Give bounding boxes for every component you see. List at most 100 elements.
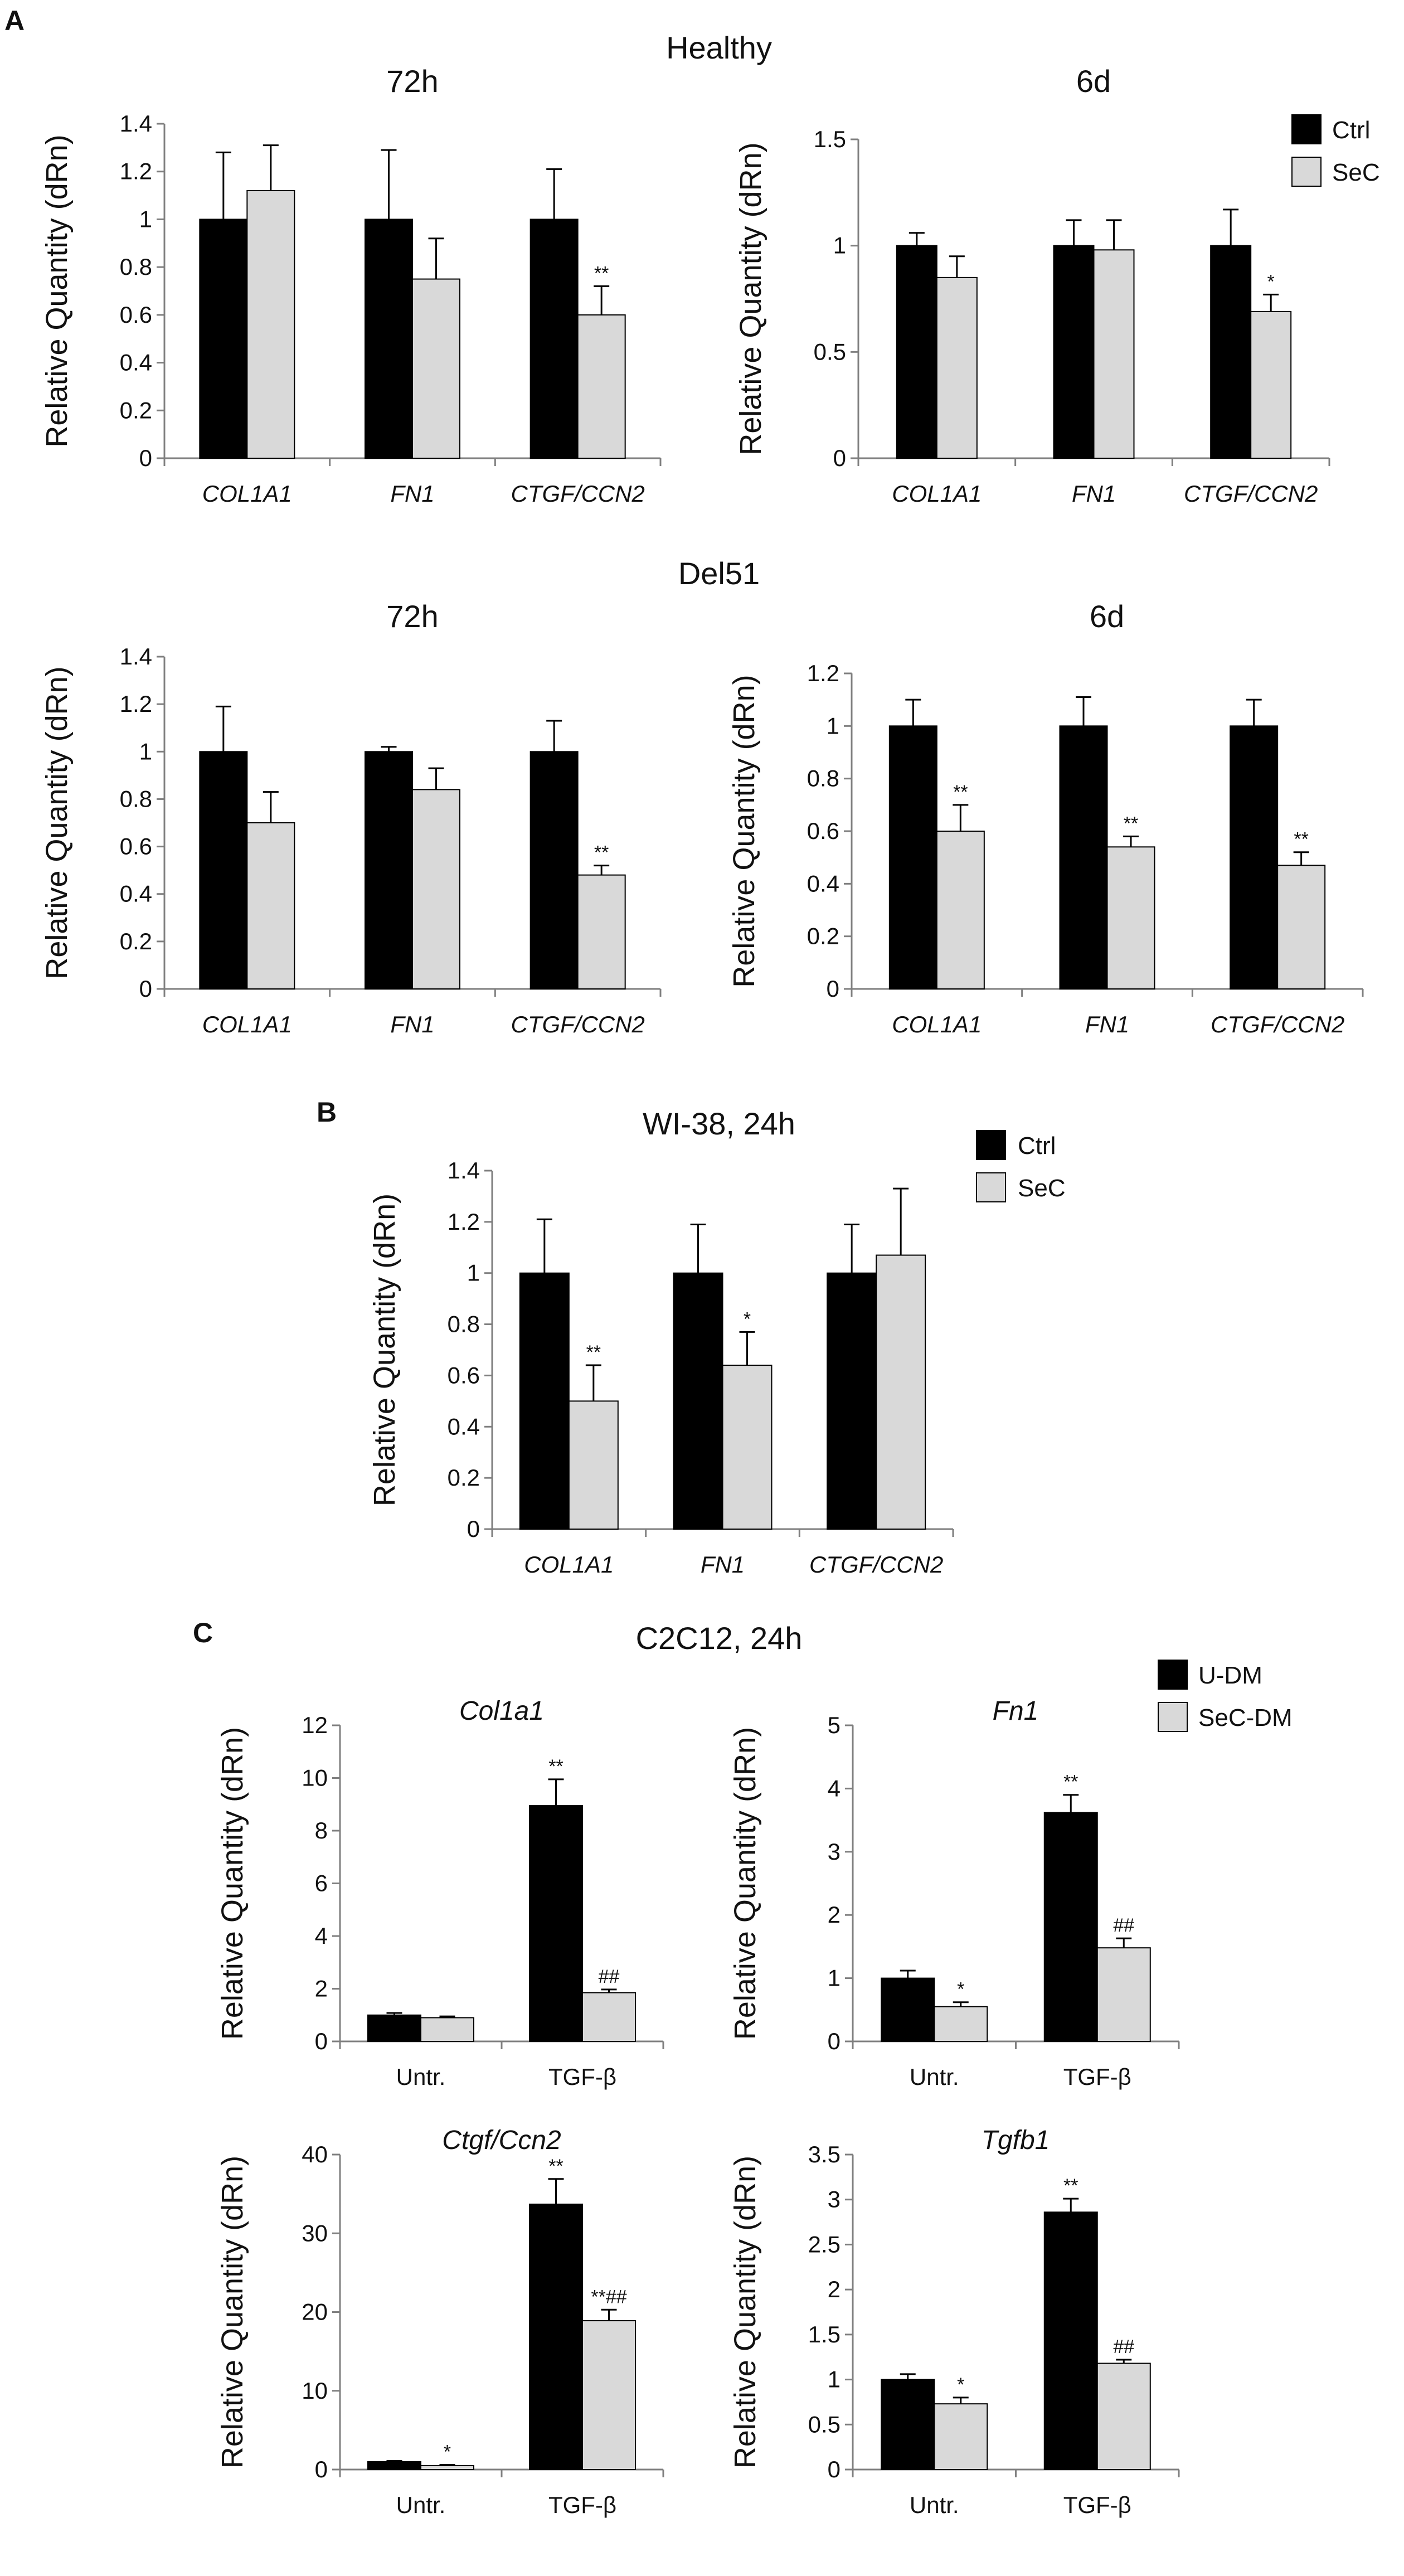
y-tick-label: 0	[315, 2028, 328, 2054]
bar-ctrl	[529, 751, 579, 990]
y-tick-label: 0.5	[808, 2411, 841, 2437]
y-axis-label: Relative Quantity (dRn)	[368, 1194, 401, 1506]
x-category-label: COL1A1	[892, 481, 982, 507]
y-tick-label: 4	[828, 1775, 841, 1801]
y-tick-label: 1	[139, 206, 152, 232]
legend-swatch-ctrl	[976, 1130, 1006, 1160]
x-category-label: FN1	[390, 1011, 434, 1037]
chart-title: 6d	[1090, 599, 1124, 634]
bar-sec-dm	[420, 2017, 474, 2043]
bar-u-dm	[881, 1977, 935, 2043]
y-axis-label: Relative Quantity (dRn)	[40, 666, 74, 979]
significance-mark: *	[744, 1308, 751, 1330]
y-tick-label: 1.2	[120, 691, 152, 717]
y-tick-label: 20	[302, 2299, 328, 2325]
bar-sec	[722, 1365, 773, 1530]
bar-sec	[1093, 249, 1135, 459]
y-tick-label: 0.6	[120, 302, 152, 328]
legend-label-sec-dm: SeC-DM	[1198, 1704, 1293, 1731]
panel-letter-b: B	[317, 1097, 337, 1128]
x-category-label: Untr.	[910, 2492, 959, 2518]
significance-mark: **	[548, 1756, 563, 1777]
y-tick-label: 0.6	[448, 1362, 480, 1388]
bar-sec	[936, 831, 985, 989]
y-tick-label: 0.4	[120, 350, 152, 376]
y-tick-label: 0.8	[448, 1311, 480, 1337]
y-tick-label: 0.5	[814, 338, 846, 365]
y-tick-label: 3	[828, 1838, 841, 1865]
bar-sec	[577, 874, 626, 989]
x-category-label: CTGF/CCN2	[809, 1551, 943, 1578]
y-tick-label: 0	[833, 445, 846, 471]
bar-sec	[246, 822, 295, 989]
chart-title: Ctgf/Ccn2	[442, 2126, 561, 2155]
bar-sec-dm	[420, 2465, 474, 2470]
bar-sec	[1277, 865, 1326, 989]
chart-wi38-24h: WI-38, 24h Relative Quantity (dRn) 0 0.2 0.4…	[368, 1106, 954, 1578]
y-tick-label: 0.2	[120, 397, 152, 423]
y-axis-label: Relative Quantity (dRn)	[216, 1727, 249, 2040]
bar-u-dm	[1043, 1812, 1098, 2042]
y-tick-label: 2	[315, 1976, 328, 2002]
significance-mark: *	[957, 1979, 964, 2000]
bar-ctrl	[1059, 725, 1108, 990]
x-category-label: COL1A1	[524, 1551, 614, 1578]
bar-u-dm	[529, 2203, 583, 2471]
y-tick-label: 0	[828, 2028, 841, 2054]
bar-sec-dm	[934, 2403, 988, 2471]
bar-sec	[246, 190, 295, 459]
x-category-label: FN1	[701, 1551, 745, 1578]
bar-ctrl	[365, 219, 413, 459]
significance-mark: **	[1124, 813, 1138, 834]
legend-swatch-sec	[1291, 157, 1322, 187]
bar-sec-dm	[582, 2320, 636, 2471]
chart-title: Col1a1	[459, 1696, 544, 1726]
y-tick-label: 1	[833, 232, 846, 259]
y-tick-label: 0.4	[807, 870, 839, 896]
y-tick-label: 8	[315, 1817, 328, 1844]
x-category-label: COL1A1	[202, 481, 292, 507]
panel-letter-a: A	[4, 5, 25, 36]
x-category-label: CTGF/CCN2	[511, 481, 644, 507]
bar-u-dm	[529, 1805, 583, 2043]
bar-sec	[577, 314, 626, 459]
bar-u-dm	[367, 2461, 421, 2470]
legend-label-ctrl: Ctrl	[1018, 1132, 1056, 1160]
significance-mark: **	[594, 263, 609, 284]
y-axis-label: Relative Quantity (dRn)	[216, 2156, 249, 2468]
y-tick-label: 0	[315, 2456, 328, 2482]
x-category-label: CTGF/CCN2	[1184, 481, 1318, 507]
y-tick-label: 0.8	[120, 254, 152, 280]
y-axis-label: Relative Quantity (dRn)	[728, 1727, 762, 2040]
y-tick-label: 1	[139, 738, 152, 764]
bar-sec	[1106, 846, 1155, 990]
y-tick-label: 12	[302, 1712, 328, 1738]
x-category-label: TGF-β	[548, 2064, 616, 2090]
chart-title: Fn1	[993, 1696, 1039, 1726]
y-tick-label: 6	[315, 1870, 328, 1896]
group-title-c2c12: C2C12, 24h	[636, 1621, 803, 1656]
bar-sec	[412, 278, 460, 459]
x-category-label: COL1A1	[892, 1011, 982, 1037]
significance-mark: ##	[1113, 1915, 1134, 1936]
bar-ctrl	[519, 1272, 570, 1530]
y-tick-label: 1.4	[120, 110, 152, 137]
panel-letter-c: C	[193, 1617, 213, 1648]
significance-mark: ##	[599, 1966, 620, 1987]
significance-mark: **##	[591, 2286, 626, 2307]
y-tick-label: 40	[302, 2141, 328, 2167]
y-tick-label: 1	[827, 712, 839, 739]
y-axis-label: Relative Quantity (dRn)	[734, 142, 767, 455]
bar-u-dm	[1043, 2211, 1098, 2470]
significance-mark: **	[1294, 829, 1308, 850]
bar-ctrl	[365, 751, 413, 990]
y-tick-label: 0.8	[807, 765, 839, 792]
y-tick-label: 1	[828, 1965, 841, 1991]
y-tick-label: 30	[302, 2220, 328, 2246]
chart-del51-6d: 6d Relative Quantity (dRn) 0 0.2 0.4 0.6 0.8 1 1…	[727, 599, 1364, 1037]
y-tick-label: 0.2	[120, 928, 152, 954]
legend-swatch-sec-dm	[1158, 1702, 1188, 1732]
legend-label-sec: SeC	[1018, 1175, 1066, 1202]
x-category-label: CTGF/CCN2	[1211, 1011, 1344, 1037]
y-tick-label: 0.4	[120, 881, 152, 907]
